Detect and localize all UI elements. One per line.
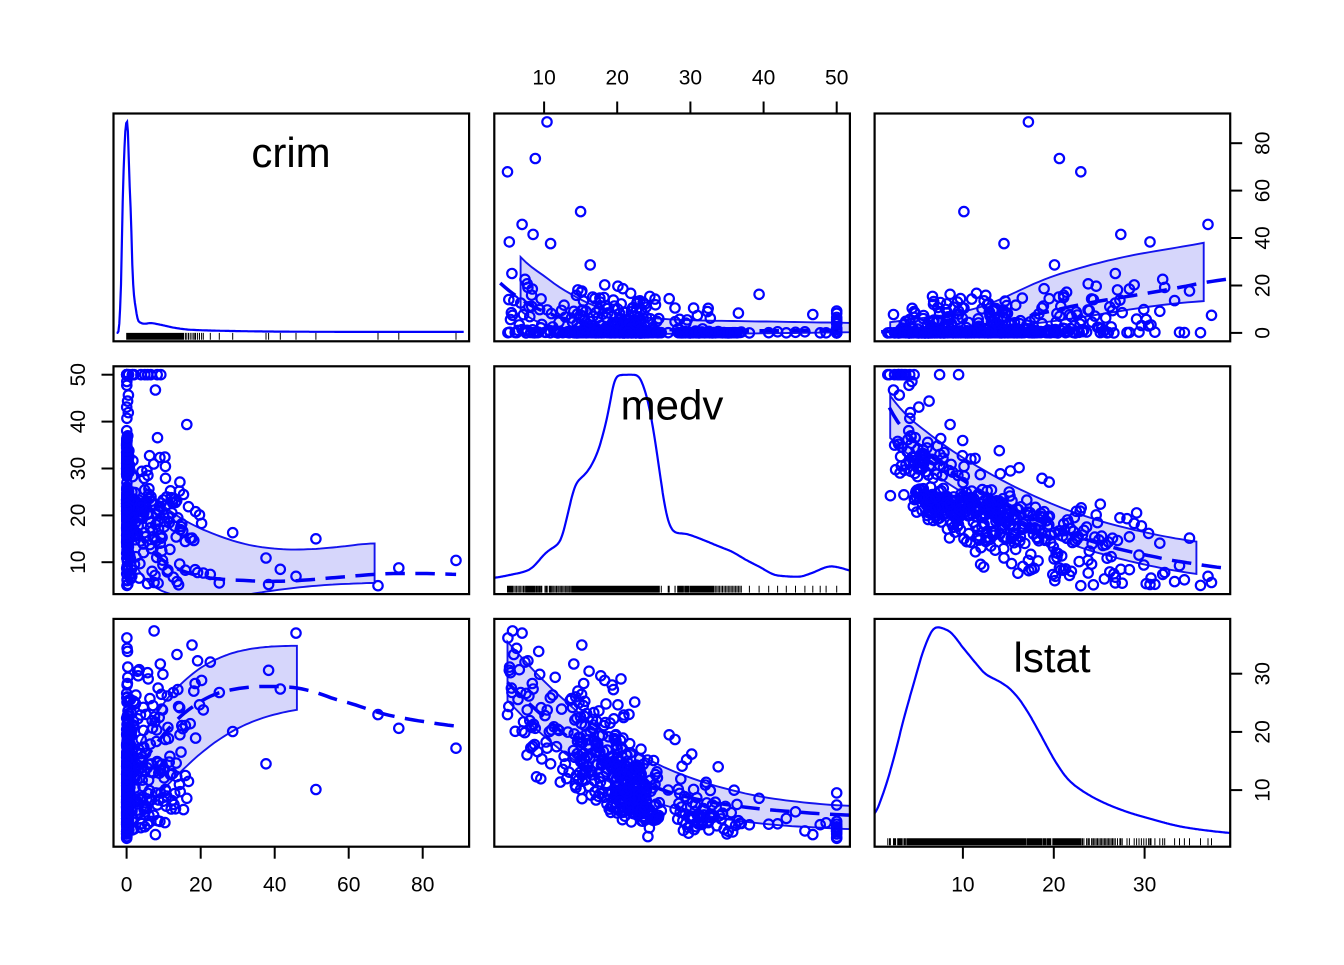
svg-text:80: 80 (1252, 132, 1275, 155)
svg-text:50: 50 (67, 363, 90, 386)
svg-text:crim: crim (251, 129, 330, 176)
svg-text:lstat: lstat (1013, 634, 1090, 681)
svg-text:10: 10 (951, 874, 974, 897)
svg-text:20: 20 (189, 874, 212, 897)
svg-text:40: 40 (752, 67, 775, 90)
svg-text:20: 20 (606, 67, 629, 90)
svg-text:30: 30 (679, 67, 702, 90)
svg-text:20: 20 (1042, 874, 1065, 897)
svg-text:10: 10 (67, 551, 90, 574)
svg-text:medv: medv (621, 382, 724, 429)
svg-text:20: 20 (1252, 720, 1275, 743)
svg-text:30: 30 (1252, 662, 1275, 685)
svg-text:80: 80 (411, 874, 434, 897)
svg-text:40: 40 (263, 874, 286, 897)
svg-text:10: 10 (532, 67, 555, 90)
svg-text:50: 50 (825, 67, 848, 90)
svg-text:40: 40 (67, 410, 90, 433)
svg-text:40: 40 (1252, 226, 1275, 249)
svg-text:0: 0 (121, 874, 133, 897)
svg-text:0: 0 (1252, 327, 1275, 339)
svg-text:30: 30 (67, 457, 90, 480)
svg-text:10: 10 (1252, 778, 1275, 801)
svg-text:20: 20 (67, 504, 90, 527)
svg-text:60: 60 (337, 874, 360, 897)
svg-text:20: 20 (1252, 274, 1275, 297)
svg-text:30: 30 (1133, 874, 1156, 897)
svg-text:60: 60 (1252, 179, 1275, 202)
